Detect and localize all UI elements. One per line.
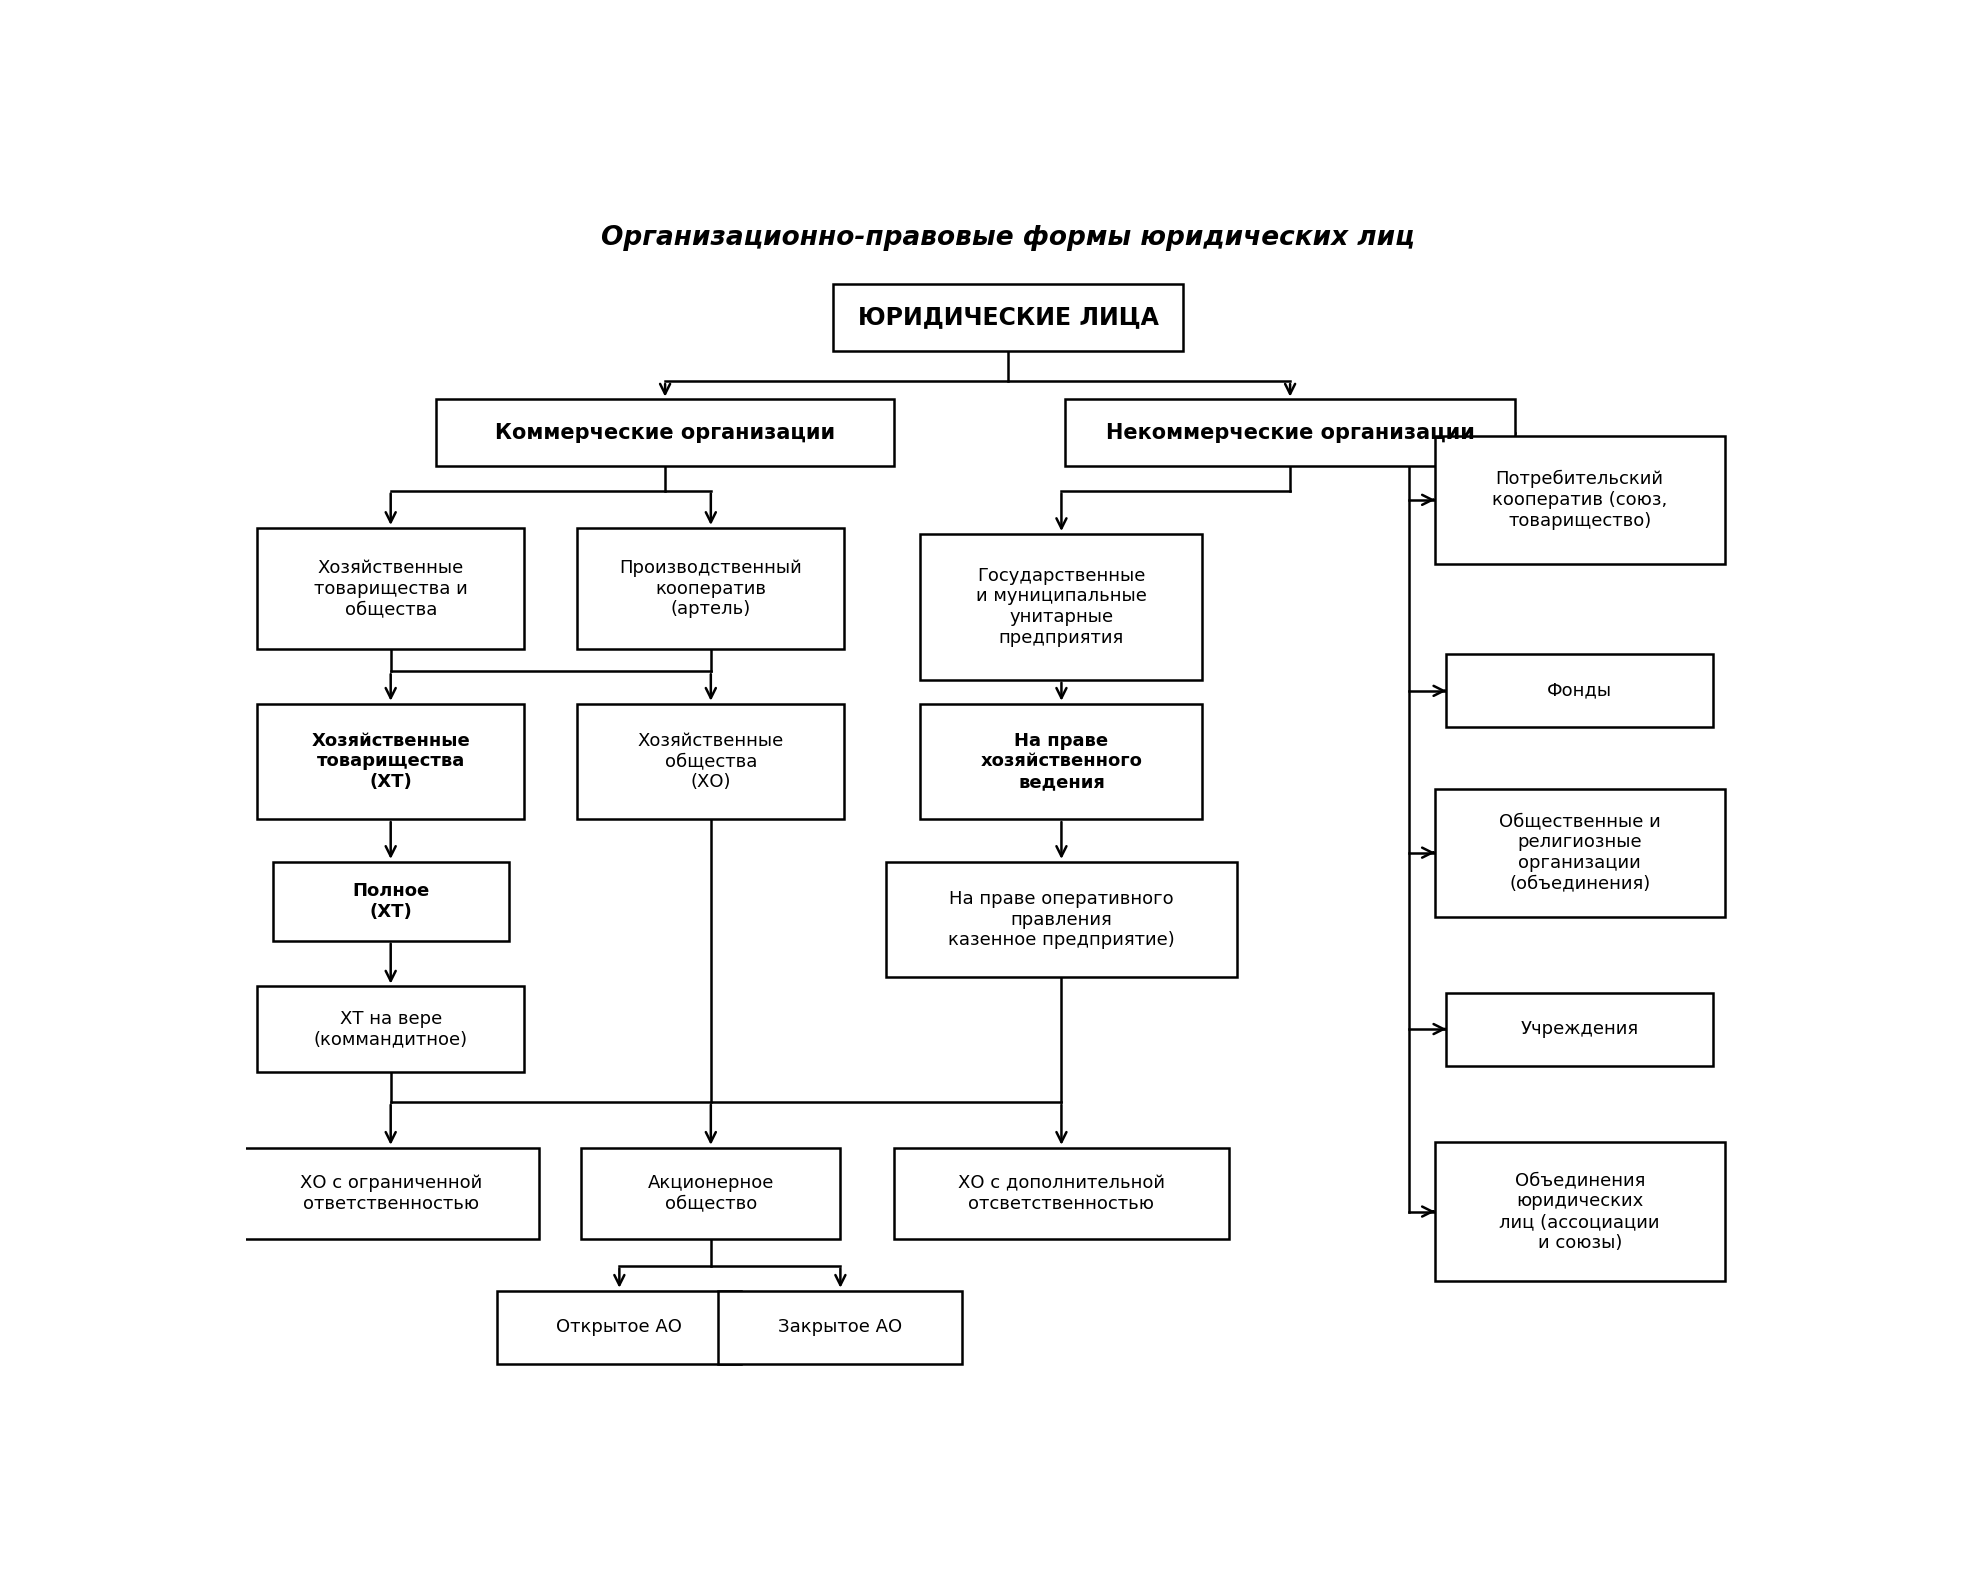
Text: Открытое АО: Открытое АО [557, 1318, 683, 1337]
FancyBboxPatch shape [582, 1147, 840, 1239]
FancyBboxPatch shape [258, 986, 523, 1071]
Text: Хозяйственные
общества
(ХО): Хозяйственные общества (ХО) [637, 732, 785, 792]
FancyBboxPatch shape [258, 528, 523, 649]
FancyBboxPatch shape [1446, 654, 1713, 727]
FancyBboxPatch shape [258, 703, 523, 818]
Text: Полное
(ХТ): Полное (ХТ) [352, 882, 429, 921]
Text: Акционерное
общество: Акционерное общество [647, 1174, 773, 1213]
FancyBboxPatch shape [885, 861, 1237, 978]
Text: Хозяйственные
товарищества
(ХТ): Хозяйственные товарищества (ХТ) [311, 732, 470, 792]
FancyBboxPatch shape [578, 528, 844, 649]
Text: ХТ на вере
(коммандитное): ХТ на вере (коммандитное) [313, 1010, 468, 1049]
Text: На праве оперативного
правления
казенное предприятие): На праве оперативного правления казенное… [948, 890, 1174, 950]
Text: ЮРИДИЧЕСКИЕ ЛИЦА: ЮРИДИЧЕСКИЕ ЛИЦА [858, 305, 1159, 329]
Text: ХО с ограниченной
ответственностью: ХО с ограниченной ответственностью [299, 1174, 482, 1213]
Text: Закрытое АО: Закрытое АО [779, 1318, 903, 1337]
Text: Производственный
кооператив
(артель): Производственный кооператив (артель) [620, 559, 803, 618]
FancyBboxPatch shape [578, 703, 844, 818]
FancyBboxPatch shape [1436, 1142, 1725, 1281]
Text: Государственные
и муниципальные
унитарные
предприятия: Государственные и муниципальные унитарны… [976, 567, 1147, 648]
FancyBboxPatch shape [1436, 436, 1725, 564]
Text: На праве
хозяйственного
ведения: На праве хозяйственного ведения [980, 732, 1143, 792]
FancyBboxPatch shape [1066, 400, 1515, 466]
Text: Объединения
юридических
лиц (ассоциации
и союзы): Объединения юридических лиц (ассоциации … [1499, 1171, 1660, 1251]
FancyBboxPatch shape [718, 1291, 962, 1364]
Text: Потребительский
кооператив (союз,
товарищество): Потребительский кооператив (союз, товари… [1493, 469, 1668, 529]
FancyBboxPatch shape [498, 1291, 742, 1364]
FancyBboxPatch shape [1436, 788, 1725, 916]
Text: Коммерческие организации: Коммерческие организации [496, 423, 836, 442]
Text: Учреждения: Учреждения [1520, 1021, 1639, 1038]
Text: Организационно-правовые формы юридических лиц: Организационно-правовые формы юридически… [602, 226, 1414, 251]
Text: Общественные и
религиозные
организации
(объединения): Общественные и религиозные организации (… [1499, 812, 1660, 893]
FancyBboxPatch shape [273, 861, 509, 940]
FancyBboxPatch shape [832, 284, 1184, 351]
FancyBboxPatch shape [242, 1147, 539, 1239]
Text: Хозяйственные
товарищества и
общества: Хозяйственные товарищества и общества [315, 559, 468, 618]
FancyBboxPatch shape [921, 534, 1202, 679]
Text: ХО с дополнительной
отсветственностью: ХО с дополнительной отсветственностью [958, 1174, 1164, 1213]
Text: Некоммерческие организации: Некоммерческие организации [1105, 423, 1475, 442]
FancyBboxPatch shape [1446, 992, 1713, 1065]
Text: Фонды: Фонды [1548, 683, 1613, 700]
FancyBboxPatch shape [893, 1147, 1229, 1239]
FancyBboxPatch shape [437, 400, 893, 466]
FancyBboxPatch shape [921, 703, 1202, 818]
